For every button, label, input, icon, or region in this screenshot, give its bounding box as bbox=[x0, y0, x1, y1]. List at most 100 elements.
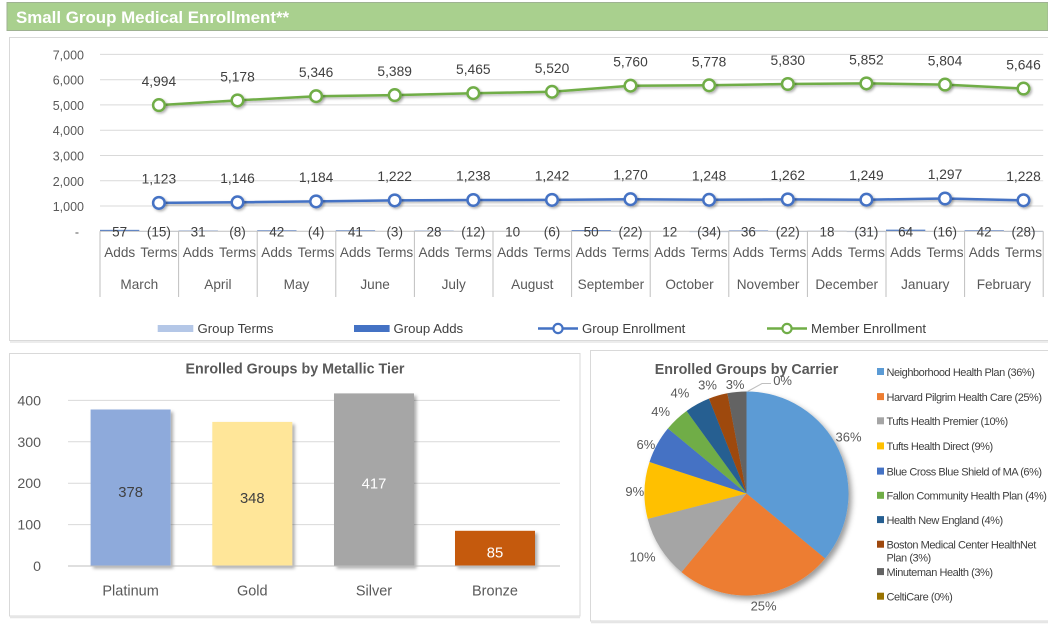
svg-text:Adds: Adds bbox=[576, 245, 607, 260]
svg-text:Adds: Adds bbox=[261, 245, 292, 260]
svg-text:December: December bbox=[815, 277, 878, 292]
svg-text:5,389: 5,389 bbox=[377, 64, 412, 79]
svg-text:Fallon Community Health Plan (: Fallon Community Health Plan (4%) bbox=[887, 491, 1047, 503]
svg-text:1,238: 1,238 bbox=[456, 169, 491, 184]
svg-text:Bronze: Bronze bbox=[472, 584, 518, 600]
svg-text:July: July bbox=[442, 277, 466, 292]
svg-text:Platinum: Platinum bbox=[102, 584, 158, 600]
svg-text:(22): (22) bbox=[618, 224, 642, 239]
svg-text:(31): (31) bbox=[854, 224, 878, 239]
svg-text:5,778: 5,778 bbox=[692, 54, 727, 69]
svg-text:March: March bbox=[120, 277, 158, 292]
svg-text:10: 10 bbox=[505, 224, 520, 239]
svg-text:(28): (28) bbox=[1011, 224, 1035, 239]
svg-text:5,520: 5,520 bbox=[535, 61, 570, 76]
svg-text:300: 300 bbox=[17, 435, 41, 451]
svg-text:Health New England (4%): Health New England (4%) bbox=[887, 515, 1003, 527]
svg-text:42: 42 bbox=[269, 224, 284, 239]
svg-text:417: 417 bbox=[362, 477, 387, 493]
svg-text:(12): (12) bbox=[461, 224, 485, 239]
svg-text:(8): (8) bbox=[229, 224, 246, 239]
svg-text:(22): (22) bbox=[776, 224, 800, 239]
svg-text:Terms: Terms bbox=[848, 245, 885, 260]
svg-text:(15): (15) bbox=[147, 224, 171, 239]
svg-text:1,184: 1,184 bbox=[299, 170, 334, 185]
svg-text:Terms: Terms bbox=[140, 245, 177, 260]
svg-text:7,000: 7,000 bbox=[53, 48, 84, 62]
svg-text:Adds: Adds bbox=[733, 245, 764, 260]
svg-text:Minuteman Health (3%): Minuteman Health (3%) bbox=[887, 567, 993, 579]
svg-text:Silver: Silver bbox=[356, 584, 392, 600]
svg-text:November: November bbox=[737, 277, 800, 292]
svg-text:4,000: 4,000 bbox=[53, 124, 84, 138]
svg-text:1,000: 1,000 bbox=[53, 200, 84, 214]
svg-text:Adds: Adds bbox=[969, 245, 1000, 260]
svg-text:Tufts Health Direct (9%): Tufts Health Direct (9%) bbox=[887, 441, 993, 453]
svg-text:October: October bbox=[665, 277, 714, 292]
svg-text:Adds: Adds bbox=[104, 245, 135, 260]
svg-text:50: 50 bbox=[584, 224, 599, 239]
svg-text:Boston Medical Center HealthNe: Boston Medical Center HealthNet bbox=[887, 540, 1037, 552]
svg-text:Enrolled Groups by Carrier: Enrolled Groups by Carrier bbox=[655, 362, 839, 378]
svg-text:Tufts Health Premier (10%): Tufts Health Premier (10%) bbox=[887, 416, 1008, 428]
svg-text:2,000: 2,000 bbox=[53, 175, 84, 189]
svg-text:348: 348 bbox=[240, 491, 265, 507]
svg-text:1,249: 1,249 bbox=[849, 168, 884, 183]
svg-text:Terms: Terms bbox=[926, 245, 963, 260]
svg-text:Enrolled Groups by Metallic Ti: Enrolled Groups by Metallic Tier bbox=[185, 362, 404, 378]
svg-text:Harvard Pilgrim Health Care (2: Harvard Pilgrim Health Care (25%) bbox=[887, 392, 1042, 404]
svg-text:5,465: 5,465 bbox=[456, 62, 491, 77]
svg-text:31: 31 bbox=[191, 224, 206, 239]
svg-text:Adds: Adds bbox=[890, 245, 921, 260]
svg-text:9%: 9% bbox=[625, 484, 644, 499]
svg-text:May: May bbox=[284, 277, 310, 292]
svg-text:1,248: 1,248 bbox=[692, 168, 727, 183]
svg-text:378: 378 bbox=[118, 485, 143, 501]
svg-text:200: 200 bbox=[17, 476, 41, 492]
svg-text:January: January bbox=[901, 277, 950, 292]
svg-text:(4): (4) bbox=[308, 224, 325, 239]
svg-text:12: 12 bbox=[662, 224, 677, 239]
svg-text:5,804: 5,804 bbox=[928, 54, 963, 69]
svg-text:April: April bbox=[204, 277, 231, 292]
svg-text:4%: 4% bbox=[651, 404, 670, 419]
svg-text:1,262: 1,262 bbox=[771, 168, 806, 183]
svg-text:Adds: Adds bbox=[812, 245, 843, 260]
svg-text:5,830: 5,830 bbox=[771, 53, 806, 68]
svg-text:1,228: 1,228 bbox=[1006, 169, 1041, 184]
svg-text:Member Enrollment: Member Enrollment bbox=[811, 321, 926, 336]
svg-text:3%: 3% bbox=[698, 378, 717, 393]
svg-text:Plan (3%): Plan (3%) bbox=[887, 553, 931, 565]
svg-text:Terms: Terms bbox=[769, 245, 806, 260]
svg-text:Terms: Terms bbox=[612, 245, 649, 260]
svg-text:Terms: Terms bbox=[533, 245, 570, 260]
svg-text:36: 36 bbox=[741, 224, 756, 239]
svg-text:3,000: 3,000 bbox=[53, 150, 84, 164]
svg-text:Adds: Adds bbox=[419, 245, 450, 260]
svg-text:Gold: Gold bbox=[237, 584, 268, 600]
svg-text:41: 41 bbox=[348, 224, 363, 239]
svg-text:Adds: Adds bbox=[183, 245, 214, 260]
svg-text:5,346: 5,346 bbox=[299, 65, 334, 80]
svg-text:September: September bbox=[578, 277, 645, 292]
svg-text:Neighborhood Health Plan (36%): Neighborhood Health Plan (36%) bbox=[887, 367, 1035, 379]
svg-text:6,000: 6,000 bbox=[53, 74, 84, 88]
svg-text:4,994: 4,994 bbox=[142, 74, 177, 89]
svg-text:August: August bbox=[511, 277, 554, 292]
svg-text:Terms: Terms bbox=[376, 245, 413, 260]
svg-text:Blue Cross Blue Shield of MA (: Blue Cross Blue Shield of MA (6%) bbox=[887, 466, 1042, 478]
svg-text:June: June bbox=[360, 277, 389, 292]
svg-text:(34): (34) bbox=[697, 224, 721, 239]
svg-text:February: February bbox=[977, 277, 1032, 292]
svg-text:Group Terms: Group Terms bbox=[198, 321, 274, 336]
svg-text:400: 400 bbox=[17, 393, 41, 409]
svg-text:1,297: 1,297 bbox=[928, 167, 963, 182]
svg-text:57: 57 bbox=[112, 224, 127, 239]
svg-text:Adds: Adds bbox=[340, 245, 371, 260]
svg-text:Adds: Adds bbox=[654, 245, 685, 260]
svg-text:CeltiCare (0%): CeltiCare (0%) bbox=[887, 592, 953, 604]
svg-text:(3): (3) bbox=[386, 224, 403, 239]
svg-text:5,178: 5,178 bbox=[220, 69, 255, 84]
svg-text:Small Group Medical Enrollment: Small Group Medical Enrollment** bbox=[16, 8, 290, 27]
svg-text:Terms: Terms bbox=[219, 245, 256, 260]
